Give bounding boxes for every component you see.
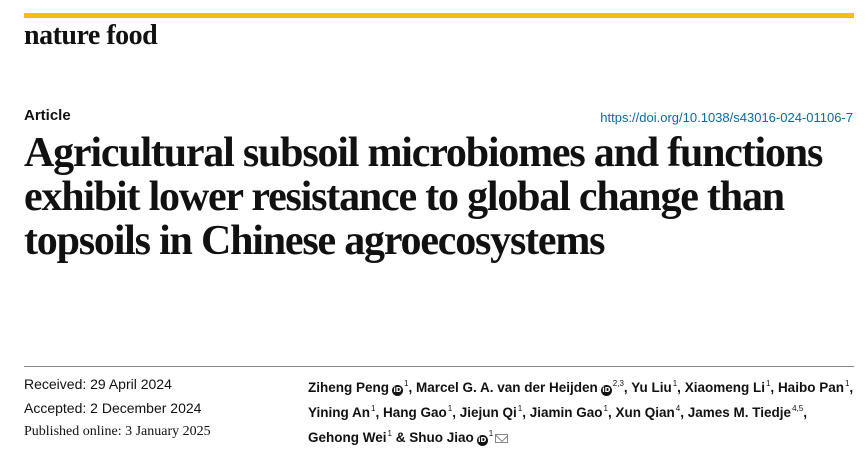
author-name[interactable]: Shuo Jiao iD1: [409, 429, 509, 446]
section-divider: [24, 366, 854, 367]
author-affiliation: 4: [675, 404, 681, 413]
doi-link[interactable]: https://doi.org/10.1038/s43016-024-01106…: [600, 110, 853, 125]
top-accent-rule: [24, 13, 854, 18]
author-affiliation: 1: [404, 379, 409, 388]
author-name[interactable]: Gehong Wei1 &: [308, 429, 406, 445]
author-name[interactable]: James M. Tiedje4,5,: [687, 404, 807, 420]
author-affiliation: 1: [488, 429, 494, 438]
mail-icon[interactable]: [495, 434, 509, 443]
accepted-date: Accepted: 2 December 2024: [24, 400, 202, 416]
author-list: Ziheng Peng iD1, Marcel G. A. van der Hei…: [308, 373, 858, 448]
article-type-label: Article: [24, 107, 71, 124]
orcid-icon[interactable]: iD: [392, 385, 403, 396]
author-affiliation: 1: [371, 404, 376, 413]
author-name[interactable]: Xiaomeng Li1,: [684, 379, 775, 395]
author-name[interactable]: Hang Gao1,: [382, 404, 456, 420]
author-affiliation: 1: [387, 429, 392, 438]
author-affiliation: 2,3: [612, 379, 624, 388]
journal-name: nature food: [24, 20, 158, 51]
published-date: Published online: 3 January 2025: [24, 424, 211, 439]
author-affiliation: 1: [765, 379, 771, 388]
author-name[interactable]: Jiejun Qi1,: [459, 404, 526, 420]
author-name[interactable]: Haibo Pan1,: [777, 379, 854, 395]
author-affiliation: 1: [603, 404, 608, 413]
author-name[interactable]: Xun Qian4,: [615, 404, 684, 420]
received-date: Received: 29 April 2024: [24, 376, 172, 392]
author-affiliation: 1: [844, 379, 850, 388]
orcid-icon[interactable]: iD: [600, 385, 612, 396]
author-name[interactable]: Yu Liu1,: [631, 379, 681, 395]
author-name[interactable]: Yining An1,: [308, 404, 380, 420]
author-affiliation: 1: [517, 404, 523, 413]
author-name[interactable]: Ziheng Peng iD1,: [308, 379, 413, 396]
author-affiliation: 1: [672, 379, 678, 388]
author-name[interactable]: Jiamin Gao1,: [529, 404, 612, 420]
author-name[interactable]: Marcel G. A. van der Heijden iD2,3,: [415, 379, 628, 396]
article-title: Agricultural subsoil microbiomes and fun…: [24, 130, 823, 264]
orcid-icon[interactable]: iD: [476, 435, 488, 446]
dates-block: Received: 29 April 2024 Accepted: 2 Dece…: [24, 374, 211, 446]
author-affiliation: 1: [447, 404, 453, 413]
author-affiliation: 4,5: [792, 404, 804, 413]
